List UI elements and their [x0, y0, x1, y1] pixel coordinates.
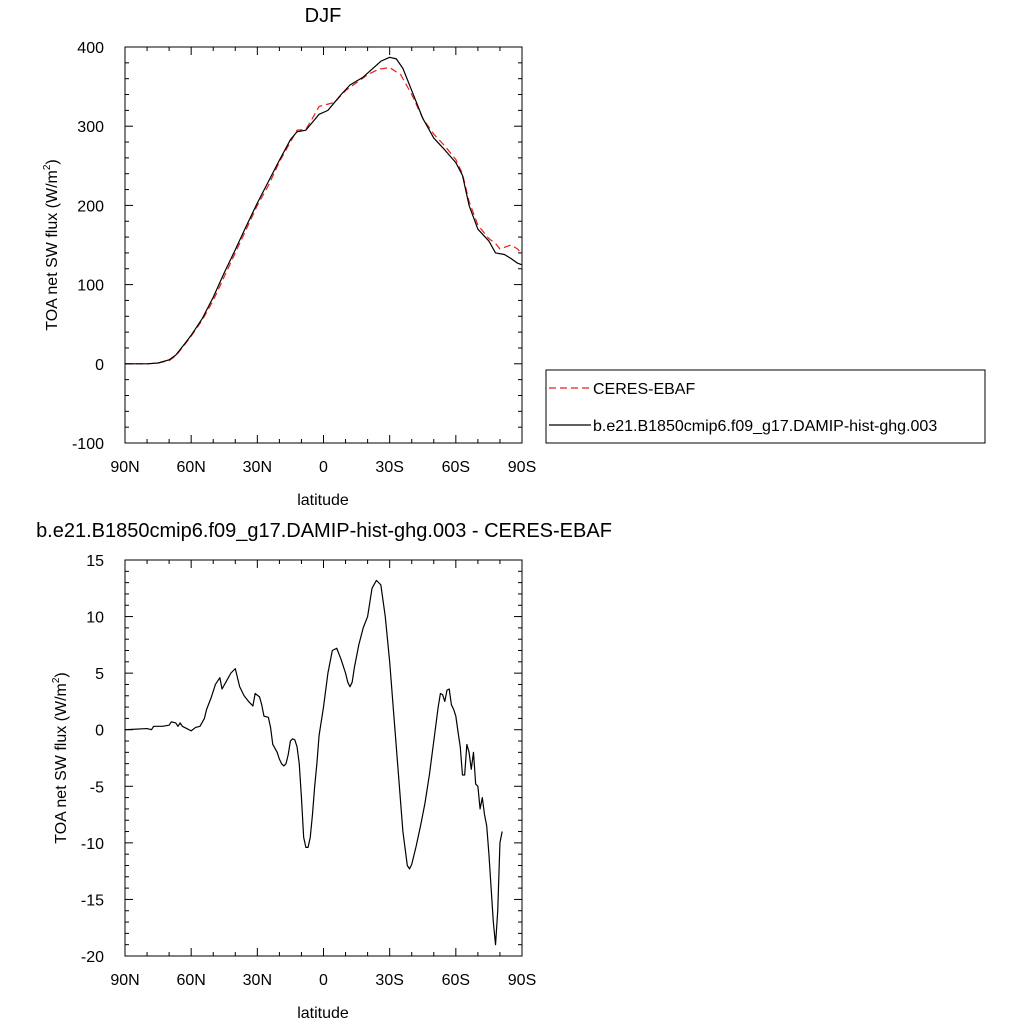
bottom-y-tick-label: 5	[95, 666, 104, 683]
bottom-series-line-0	[124, 579, 503, 946]
bottom-x-tick-label: 60S	[442, 972, 470, 989]
bottom-x-tick-label: 0	[319, 972, 328, 989]
bottom-panel: b.e21.B1850cmip6.f09_g17.DAMIP-hist-ghg.…	[36, 520, 612, 1022]
bottom-x-tick-label: 90N	[110, 972, 139, 989]
bottom-y-axis-label: TOA net SW flux (W/m2)	[51, 672, 70, 844]
legend: CERES-EBAF b.e21.B1850cmip6.f09_g17.DAMI…	[545, 369, 986, 444]
top-y-tick-label: 0	[95, 357, 104, 374]
top-y-tick-label: 400	[77, 40, 104, 57]
top-y-axis-label-text: TOA net SW flux (W/m	[44, 170, 61, 331]
bottom-y-axis-label-close: )	[53, 672, 70, 677]
bottom-y-tick-label: 15	[86, 553, 104, 570]
top-chart-title: DJF	[305, 5, 342, 27]
bottom-tick-labels: 90N 60N 30N 0 30S 60S 90S -20 -15 -10 -5 0 5 10 15	[81, 553, 536, 989]
top-x-tick-label: 30N	[243, 459, 272, 476]
top-x-axis-label: latitude	[297, 492, 349, 509]
bottom-y-tick-label: -5	[90, 779, 104, 796]
bottom-y-tick-label: 0	[95, 723, 104, 740]
bottom-x-axis-label: latitude	[297, 1005, 349, 1022]
top-tick-labels: 90N 60N 30N 0 30S 60S 90S -100 0 100 200 300 400	[72, 40, 536, 476]
top-y-axis-label-close: )	[44, 159, 61, 164]
top-panel: DJF 90N 60N 30N 0 30S 60S 90S -100 0 100 200 300 400…	[42, 5, 536, 509]
bottom-x-tick-label: 30N	[243, 972, 272, 989]
bottom-y-axis-label-text: TOA net SW flux (W/m	[53, 683, 70, 844]
top-x-tick-label: 0	[319, 459, 328, 476]
top-plot-frame	[124, 46, 523, 444]
bottom-chart-title: b.e21.B1850cmip6.f09_g17.DAMIP-hist-ghg.…	[36, 520, 612, 542]
top-x-tick-label: 90N	[110, 459, 139, 476]
bottom-y-axis-label-sup: 2	[51, 677, 62, 683]
bottom-y-tick-label: 10	[86, 610, 104, 627]
top-series-group	[125, 56, 523, 365]
bottom-plot-frame	[124, 559, 523, 957]
top-axis-ticks	[124, 46, 523, 444]
top-series-line-1	[125, 56, 523, 365]
top-y-tick-label: 300	[77, 119, 104, 136]
bottom-series-group	[124, 579, 503, 946]
legend-label-model: b.e21.B1850cmip6.f09_g17.DAMIP-hist-ghg.…	[593, 418, 937, 435]
top-x-tick-label: 60S	[442, 459, 470, 476]
bottom-y-tick-label: -10	[81, 836, 104, 853]
top-y-axis-label-sup: 2	[42, 164, 53, 170]
bottom-axis-ticks	[124, 559, 523, 957]
top-y-tick-label: 200	[77, 198, 104, 215]
top-y-tick-label: 100	[77, 278, 104, 295]
top-y-axis-label: TOA net SW flux (W/m2)	[42, 159, 61, 331]
legend-box	[545, 369, 986, 444]
bottom-y-tick-label: -20	[81, 949, 104, 966]
top-y-tick-label: -100	[72, 436, 104, 453]
top-x-tick-label: 30S	[375, 459, 403, 476]
legend-label-ceres: CERES-EBAF	[593, 381, 695, 398]
bottom-y-tick-label: -15	[81, 892, 104, 909]
bottom-x-tick-label: 30S	[375, 972, 403, 989]
top-x-tick-label: 60N	[176, 459, 205, 476]
top-x-tick-label: 90S	[508, 459, 536, 476]
bottom-x-tick-label: 90S	[508, 972, 536, 989]
bottom-x-tick-label: 60N	[176, 972, 205, 989]
